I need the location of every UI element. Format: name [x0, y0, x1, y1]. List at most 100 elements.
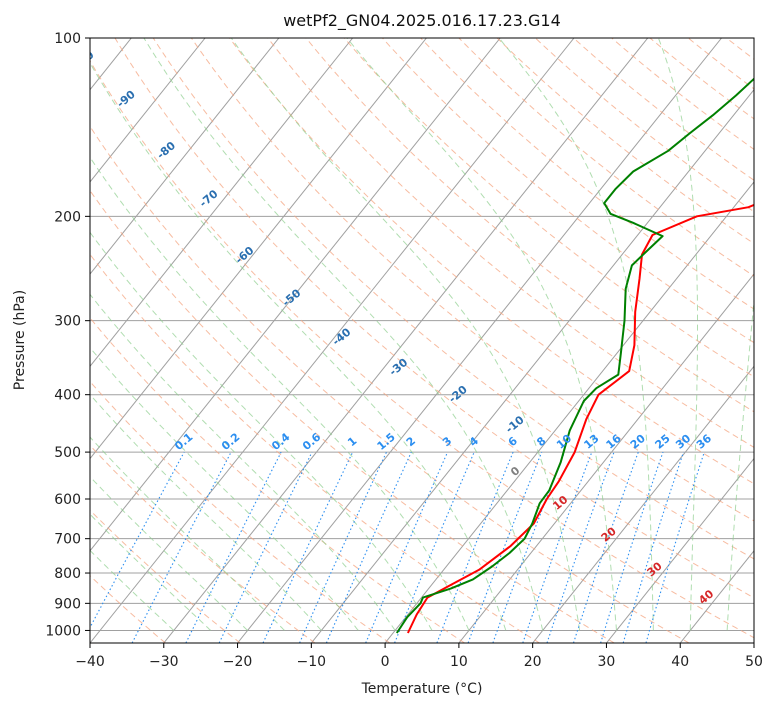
mixing-ratio-line	[492, 451, 566, 643]
mixing-ratio-line	[600, 451, 664, 643]
moist-adiabat	[90, 62, 507, 631]
dry-adiabat	[382, 38, 754, 344]
dry-adiabat-label: -60	[233, 244, 257, 267]
y-tick-label: 900	[54, 596, 81, 612]
mixing-ratio-label: 3	[440, 434, 454, 449]
dry-adiabat	[765, 38, 775, 643]
dry-adiabat	[649, 38, 754, 120]
moist-adiabat	[90, 549, 175, 631]
mixing-ratio-line	[436, 451, 514, 643]
y-tick-label: 300	[54, 314, 81, 330]
chart-title: wetPf2_GN04.2025.016.17.23.G14	[283, 11, 561, 31]
moist-adiabat	[90, 475, 248, 631]
temperature-profile	[406, 203, 754, 634]
x-tick-label: 30	[598, 654, 616, 670]
x-tick-label: 20	[524, 654, 542, 670]
mixing-ratio-line	[546, 451, 615, 643]
mixing-ratio-line	[185, 451, 282, 643]
dry-adiabat	[152, 38, 754, 560]
dry-adiabat	[305, 38, 754, 413]
mixing-ratio-line	[572, 451, 639, 643]
dry-adiabat	[190, 38, 754, 522]
dry-adiabat	[496, 38, 754, 245]
y-tick-label: 600	[54, 492, 81, 508]
dry-adiabat	[90, 253, 540, 643]
moist-adiabat	[90, 346, 359, 631]
y-tick-label: 700	[54, 532, 81, 548]
x-tick-label: 10	[450, 654, 468, 670]
x-tick-label: 50	[745, 654, 763, 670]
dry-adiabat	[90, 317, 465, 643]
moist-adiabat	[143, 38, 544, 631]
mixing-ratio-label: 2	[404, 434, 418, 449]
y-tick-label: 100	[54, 31, 81, 47]
mixing-ratio-line	[394, 451, 475, 643]
mixing-ratio-label: 0.2	[219, 430, 242, 452]
mixing-ratio-line	[218, 451, 313, 643]
moist-adiabat-label: 0	[508, 464, 522, 479]
y-axis-label: Pressure (hPa)	[12, 290, 28, 390]
moist-adiabat	[90, 293, 396, 631]
mixing-ratio-label: 25	[653, 432, 673, 452]
moist-adiabat	[90, 231, 433, 631]
x-tick-label: 40	[671, 654, 689, 670]
y-tick-label: 800	[54, 566, 81, 582]
mixing-ratio-label: 16	[604, 432, 624, 452]
line-label-layer: 0.1 0.2 0.4 0.6 1 1.5 2 3 4 6 8 10 13 16 20 25 30 36-100-…	[90, 48, 717, 607]
isotherm--40	[90, 38, 575, 643]
isotherm--110	[0, 38, 58, 643]
dry-adiabat	[458, 38, 754, 277]
mixing-ratio-label: 6	[506, 434, 520, 449]
dry-adiabat-label: -40	[330, 325, 354, 348]
dry-adiabat	[267, 38, 754, 448]
dry-adiabat	[90, 60, 754, 639]
moist-adiabat	[90, 393, 322, 631]
dry-adiabat-label: -90	[114, 88, 138, 111]
mixing-ratio-label: 8	[534, 434, 548, 449]
plot-frame	[89, 37, 755, 644]
x-tick-label: 0	[381, 654, 390, 670]
dry-adiabat	[90, 189, 615, 643]
mixing-ratio-label: 36	[694, 432, 714, 452]
isotherm-20	[532, 365, 754, 643]
mixing-ratio-label: 0.6	[300, 430, 324, 453]
isotherm-50	[753, 642, 754, 643]
mixing-ratio-label: 0.4	[269, 430, 293, 453]
dry-adiabat	[229, 38, 754, 485]
y-tick-label: 400	[54, 388, 81, 404]
dry-adiabat	[114, 38, 754, 599]
x-tick-label: −10	[297, 654, 327, 670]
mixing-ratio-label: 0.1	[172, 430, 195, 452]
mixing-ratio-label: 1.5	[375, 430, 398, 452]
moist-adiabat	[346, 38, 617, 631]
dry-adiabat	[90, 125, 690, 643]
mixing-ratio-label: 10	[554, 432, 574, 452]
dry-adiabat-label: -50	[280, 286, 304, 309]
dry-adiabat	[573, 38, 754, 181]
moist-adiabat	[90, 513, 212, 631]
isotherm--20	[237, 38, 722, 643]
isotherm--10	[310, 88, 754, 643]
y-tick-label: 1000	[45, 623, 81, 639]
mixing-ratio-label: 30	[673, 432, 693, 452]
isotherm--80	[90, 38, 280, 275]
mixing-ratio-line	[262, 451, 354, 643]
moist-adiabat	[657, 38, 698, 631]
mixing-ratio-line	[622, 451, 685, 643]
mixing-ratio-line	[467, 451, 543, 643]
moist-adiabat	[90, 156, 470, 631]
moist-adiabat	[230, 38, 581, 631]
dry-adiabat-label: -20	[446, 383, 470, 406]
isotherm--70	[90, 38, 354, 368]
moist-adiabat-label: 40	[696, 587, 716, 607]
mixing-ratio-line	[131, 451, 232, 643]
x-tick-label: −20	[223, 654, 253, 670]
mixing-ratio-line	[365, 451, 449, 643]
moist-adiabat	[498, 38, 654, 631]
x-tick-label: −30	[149, 654, 179, 670]
x-axis-label: Temperature (°C)	[361, 681, 483, 697]
isotherm--60	[90, 38, 427, 460]
isotherm-0	[384, 181, 754, 643]
axis-layer: −40 −30 −20 −10 0 10 20 30 40 5010020030040050060…	[45, 31, 763, 670]
